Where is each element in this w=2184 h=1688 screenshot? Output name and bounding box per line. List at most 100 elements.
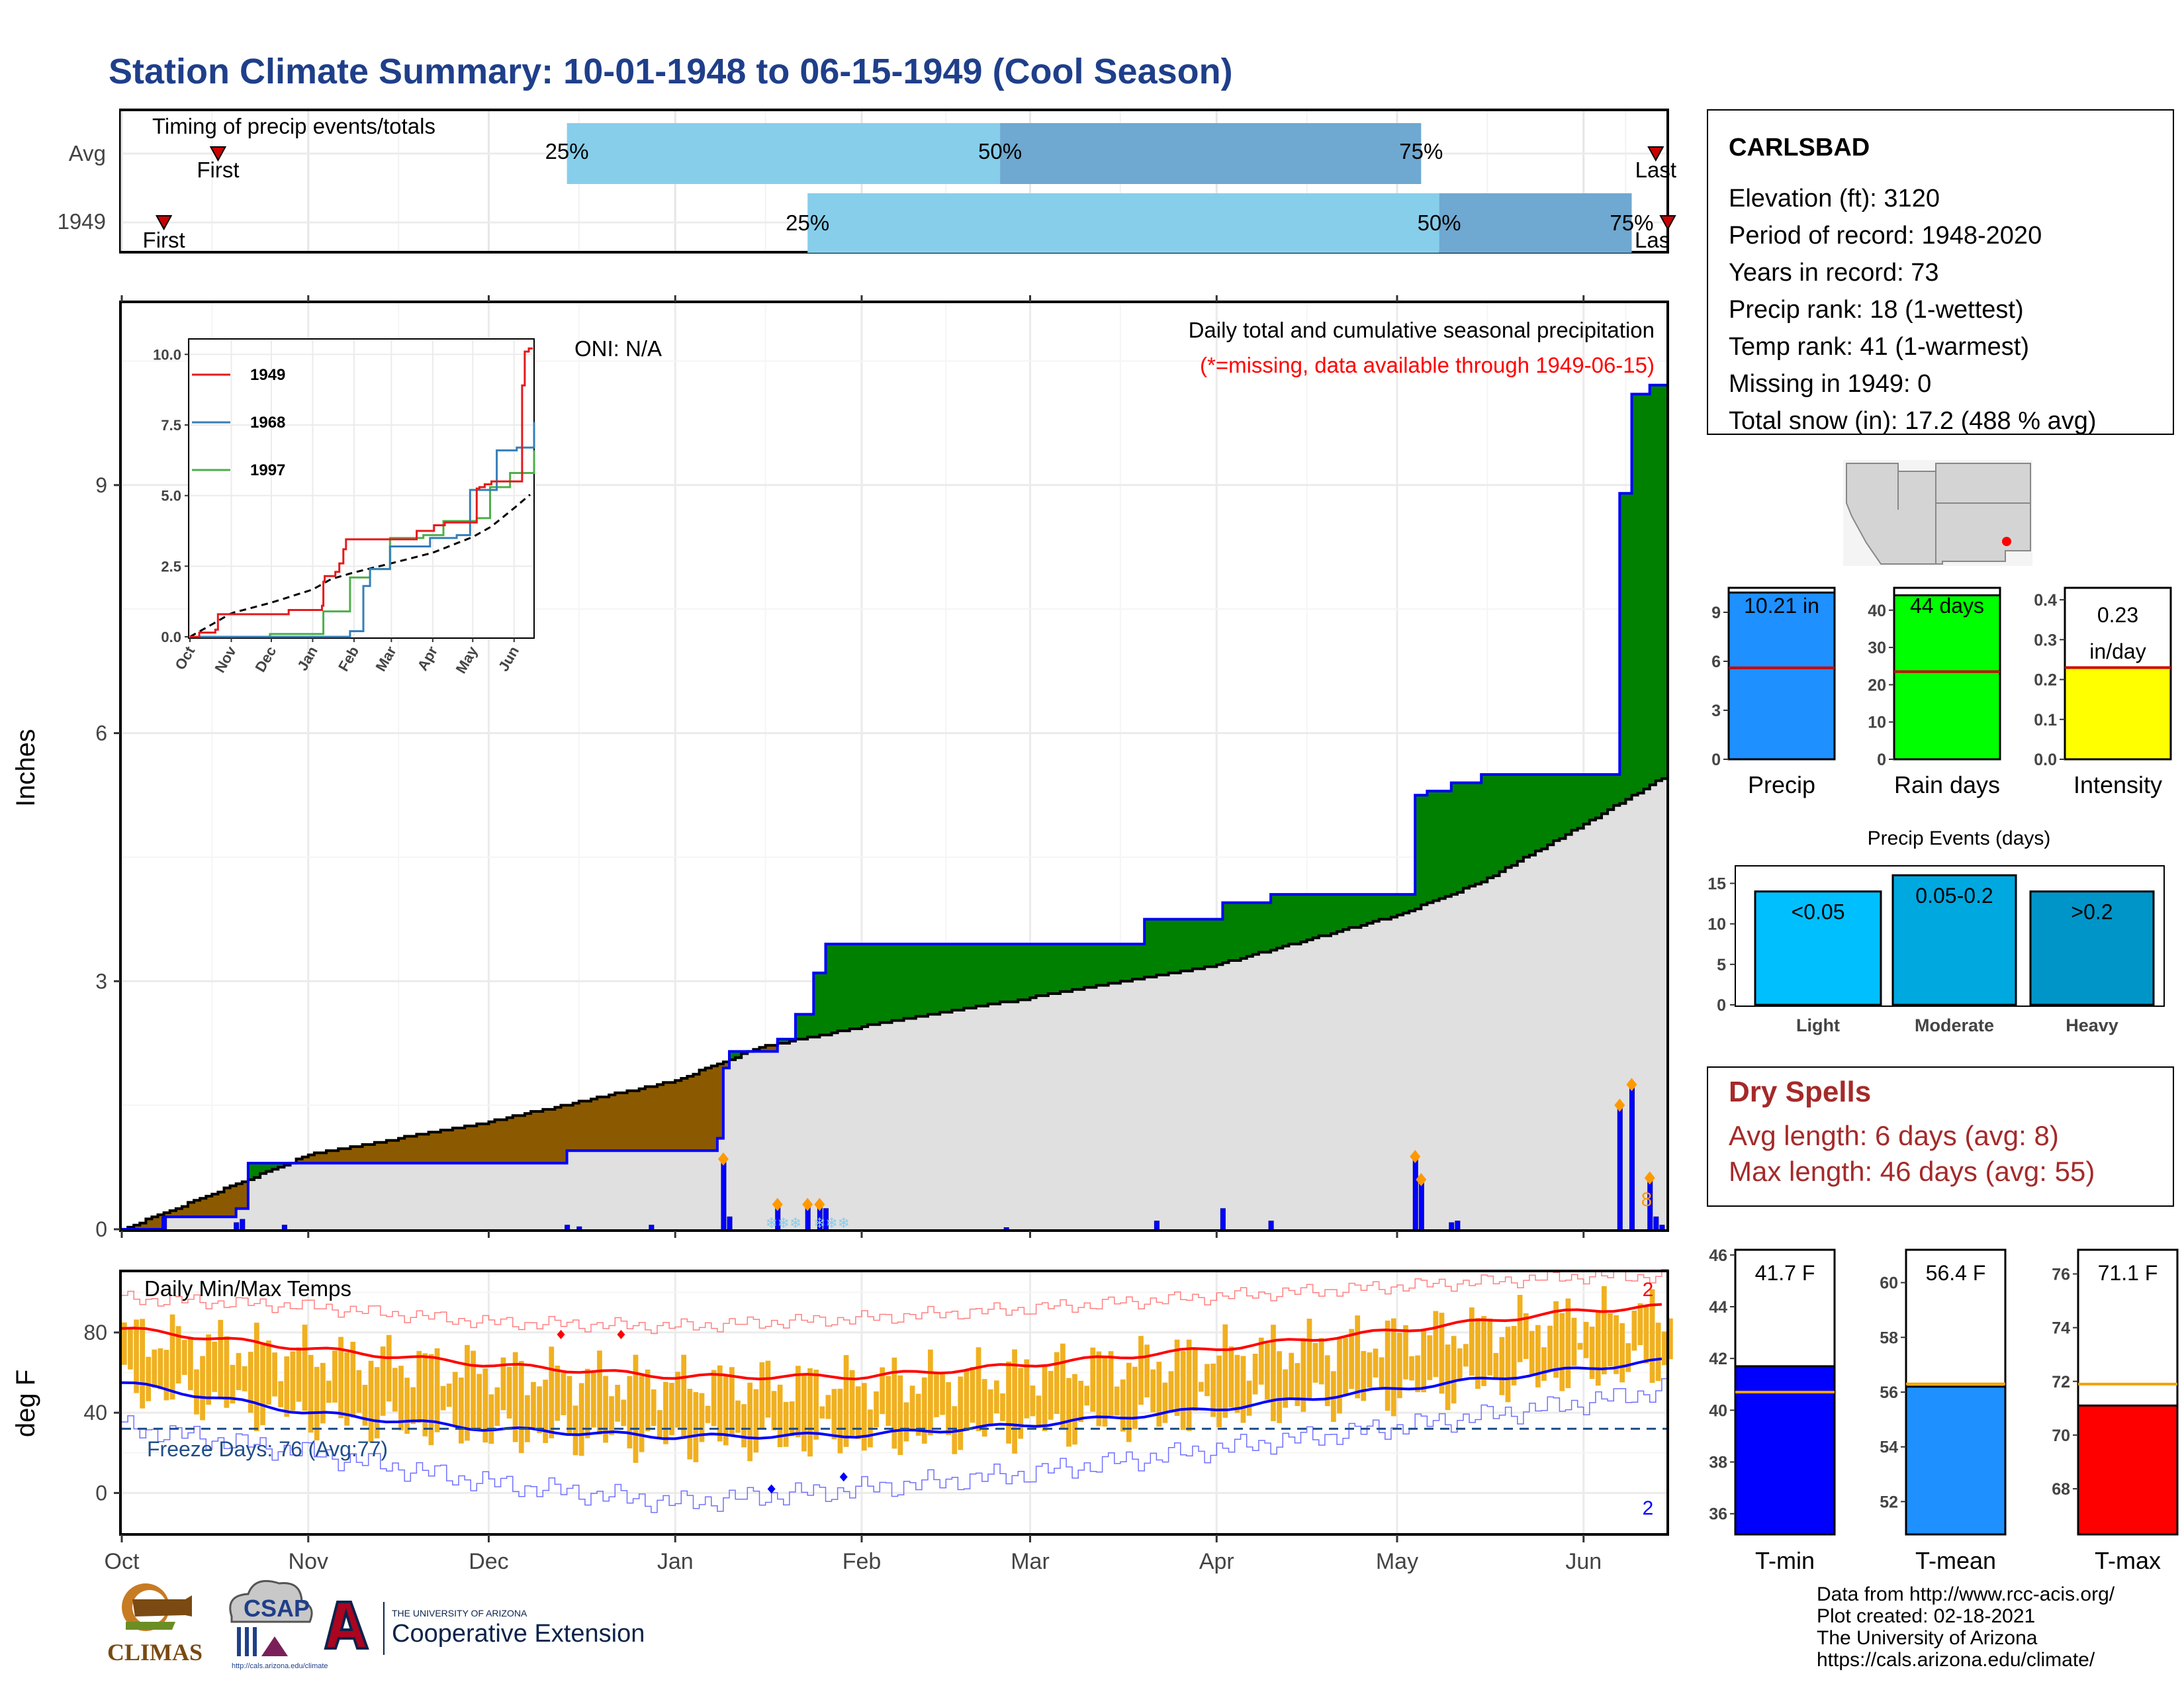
above-average-band (1300, 894, 1308, 942)
daily-temp-range-bar (1589, 1327, 1595, 1380)
daily-temp-range-bar (1433, 1311, 1439, 1378)
mini-bar-value (1893, 594, 2001, 761)
below-average-band (651, 1086, 658, 1151)
station-elevation: Elevation (ft): 3120 (1729, 185, 1940, 212)
mini-bar-ytick-label: 9 (1711, 604, 1721, 622)
daily-temp-range-bar (687, 1389, 693, 1460)
above-average-band (862, 944, 868, 1027)
temp-bar-ytick-label: 42 (1709, 1350, 1727, 1368)
daily-temp-range-bar (1463, 1344, 1469, 1367)
daily-temp-range-bar (903, 1402, 909, 1442)
below-average-band (224, 1188, 231, 1217)
daily-temp-range-bar (909, 1385, 915, 1430)
daily-temp-range-bar (1614, 1315, 1619, 1374)
above-average-band (1589, 774, 1596, 820)
below-average-band (549, 1109, 556, 1164)
below-average-band (555, 1107, 562, 1164)
daily-temp-range-bar (404, 1378, 410, 1434)
daily-temp-range-bar (181, 1340, 187, 1375)
below-average-band (386, 1140, 393, 1164)
precip-ylabel: Inches (11, 729, 40, 807)
daily-temp-range-bar (584, 1368, 590, 1438)
daily-temp-range-bar (813, 1370, 819, 1440)
above-average-band (970, 944, 977, 1008)
above-average-band (1283, 894, 1289, 947)
below-average-band (717, 1064, 724, 1139)
daily-temp-range-bar (206, 1334, 212, 1405)
above-average-band (849, 944, 856, 1029)
temp-ylabel: deg F (11, 1370, 40, 1437)
snowflake-icon: ❄ (765, 1215, 777, 1231)
temp-bar-ytick-label: 70 (2052, 1427, 2070, 1445)
snowflake-icon: ❄ (778, 1215, 790, 1231)
daily-temp-range-bar (1138, 1336, 1144, 1405)
above-average-band (1559, 774, 1567, 839)
daily-temp-range-bar (765, 1360, 771, 1418)
daily-temp-range-bar (1403, 1325, 1408, 1380)
above-average-band (1126, 944, 1133, 982)
above-average-band (1054, 944, 1061, 994)
avg-cumulative-area (122, 774, 1668, 1229)
climas-logo: CLIMAS (107, 1583, 203, 1665)
timing-p25-1949: 25% (786, 211, 829, 235)
daily-temp-range-bar (958, 1376, 964, 1450)
daily-temp-range-bar (675, 1372, 680, 1428)
daily-temp-range-bar (1481, 1316, 1486, 1386)
above-average-band (1024, 944, 1031, 1000)
above-average-band (1547, 774, 1554, 845)
above-average-band (837, 944, 844, 1031)
below-average-band (181, 1206, 189, 1217)
daily-temp-range-bar (440, 1385, 446, 1411)
events-content: 0 5 10 15 <0.05 Light 0.05-0.2 Moderate >0.2 Heav… (1707, 874, 2155, 1035)
timing-p25-avg: 25% (545, 139, 589, 164)
above-average-band (946, 944, 952, 1013)
above-average-band (1174, 919, 1181, 973)
temp-content (121, 1269, 1673, 1513)
daily-temp-range-bar (609, 1396, 614, 1435)
climas-text: CLIMAS (107, 1639, 203, 1665)
mini-bar-ytick-label: 30 (1868, 639, 1886, 657)
temp-ytick-label: 0 (95, 1481, 107, 1505)
daily-temp-range-bar (627, 1376, 633, 1449)
daily-temp-range-bar (663, 1382, 668, 1444)
above-average-band (1421, 795, 1428, 905)
events-bar-label: Heavy (2066, 1015, 2118, 1035)
daily-temp-range-bar (777, 1384, 783, 1448)
page-title: Station Climate Summary: 10-01-1948 to 0… (109, 52, 1233, 91)
daily-temp-range-bar (525, 1395, 530, 1442)
daily-temp-range-bar (1246, 1380, 1252, 1416)
mini-bar-label: Intensity (2073, 771, 2162, 798)
daily-temp-range-bar (1036, 1395, 1042, 1429)
above-average-band (1475, 782, 1482, 884)
above-average-band (1180, 919, 1187, 971)
above-average-band (272, 1163, 279, 1170)
daily-temp-range-bar (669, 1383, 674, 1436)
above-average-band (1361, 894, 1368, 925)
above-average-band (1216, 919, 1223, 965)
month-tick-label: Jun (1565, 1549, 1602, 1574)
record-marker (617, 1329, 625, 1339)
above-average-band (1324, 894, 1332, 936)
daily-temp-range-bar (284, 1356, 290, 1417)
above-average-band (1649, 385, 1657, 785)
daily-temp-range-bar (1367, 1352, 1373, 1388)
station-years: Years in record: 73 (1729, 259, 1939, 287)
below-average-band (693, 1074, 700, 1151)
record-marker (839, 1472, 848, 1482)
timing-bar-second-half (1000, 123, 1422, 184)
daily-temp-range-bar (1024, 1359, 1030, 1419)
snowflake-icon: ❄ (813, 1215, 825, 1231)
daily-temp-range-bar (140, 1319, 146, 1409)
daily-temp-range-bar (386, 1335, 392, 1402)
events-bar-label: Light (1796, 1015, 1840, 1035)
below-average-band (657, 1084, 664, 1151)
below-average-band (206, 1196, 212, 1217)
below-average-band (416, 1134, 424, 1164)
above-average-band (1205, 919, 1211, 967)
above-average-band (940, 944, 946, 1013)
daily-temp-range-bar (152, 1349, 158, 1388)
daily-temp-range-bar (1505, 1327, 1511, 1403)
above-average-band (1487, 774, 1494, 878)
temp-bar-value-label: 56.4 F (1926, 1261, 1986, 1285)
above-average-band (807, 1014, 814, 1037)
